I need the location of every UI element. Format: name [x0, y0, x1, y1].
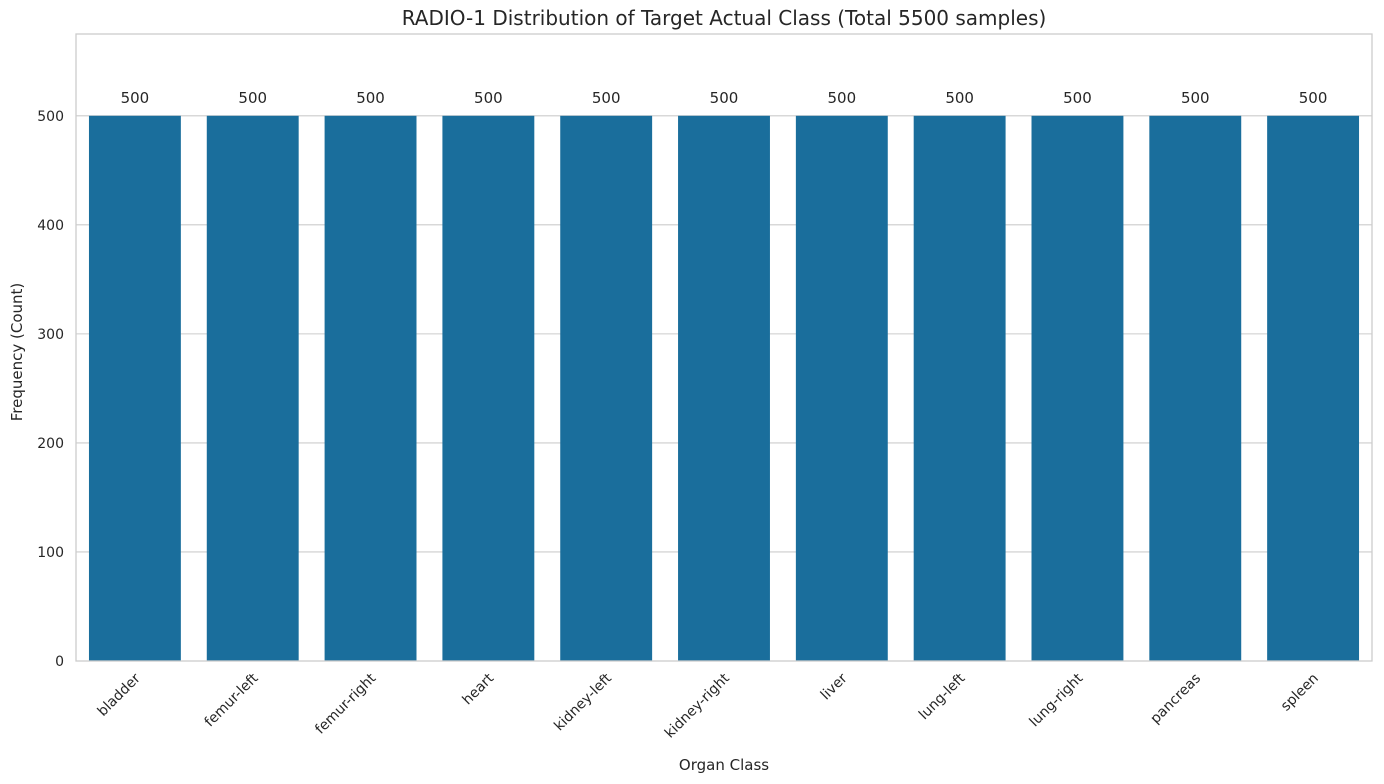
bar-pancreas: [1149, 115, 1242, 662]
data-label: 500: [1181, 89, 1210, 107]
data-label: 500: [238, 89, 267, 107]
bar-femur-right: [324, 115, 417, 662]
x-tick-label: liver: [818, 670, 851, 703]
bar-liver: [795, 115, 888, 662]
y-tick-label: 0: [55, 654, 64, 670]
y-axis-label: Frequency (Count): [8, 283, 26, 422]
x-tick-label: kidney-left: [551, 670, 615, 734]
bar-lung-right: [1031, 115, 1124, 662]
data-labels: 500 500 500 500 500 500 500 500 500 500 500: [121, 89, 1328, 107]
x-tick-label: spleen: [1278, 671, 1322, 715]
data-label: 500: [710, 89, 739, 107]
y-tick-label: 500: [37, 109, 64, 125]
x-tick-label: femur-left: [202, 670, 262, 730]
bar-femur-left: [206, 115, 299, 662]
x-tick-label: heart: [459, 670, 497, 708]
data-label: 500: [474, 89, 503, 107]
x-tick-labels: bladder femur-left femur-right heart kidney-…: [95, 670, 1322, 741]
data-label: 500: [1299, 89, 1328, 107]
x-tick-label: kidney-right: [662, 670, 733, 741]
plot-frame: [75, 33, 1373, 662]
bar-heart: [442, 115, 535, 662]
data-label: 500: [356, 89, 385, 107]
data-label: 500: [121, 89, 150, 107]
y-tick-label: 300: [37, 327, 64, 343]
x-tick-label: lung-left: [916, 670, 969, 723]
x-tick-label: pancreas: [1148, 671, 1205, 728]
data-label: 500: [592, 89, 621, 107]
data-label: 500: [945, 89, 974, 107]
y-tick-label: 200: [37, 436, 64, 452]
bars: [88, 115, 1360, 662]
bar-kidney-right: [678, 115, 770, 662]
bar-kidney-left: [560, 115, 653, 662]
bar-bladder: [88, 115, 181, 662]
x-tick-label: lung-right: [1027, 670, 1087, 730]
y-tick-label: 100: [37, 545, 64, 561]
data-label: 500: [1063, 89, 1092, 107]
y-tick-labels: 0 100 200 300 400 500: [37, 109, 64, 670]
x-tick-label: femur-right: [312, 670, 379, 737]
x-axis-label: Organ Class: [679, 756, 769, 774]
x-tick-label: bladder: [95, 670, 144, 719]
bar-lung-left: [913, 115, 1006, 662]
data-label: 500: [827, 89, 856, 107]
chart-title: RADIO-1 Distribution of Target Actual Cl…: [402, 6, 1047, 30]
bar-spleen: [1267, 115, 1360, 662]
y-tick-label: 400: [37, 218, 64, 234]
